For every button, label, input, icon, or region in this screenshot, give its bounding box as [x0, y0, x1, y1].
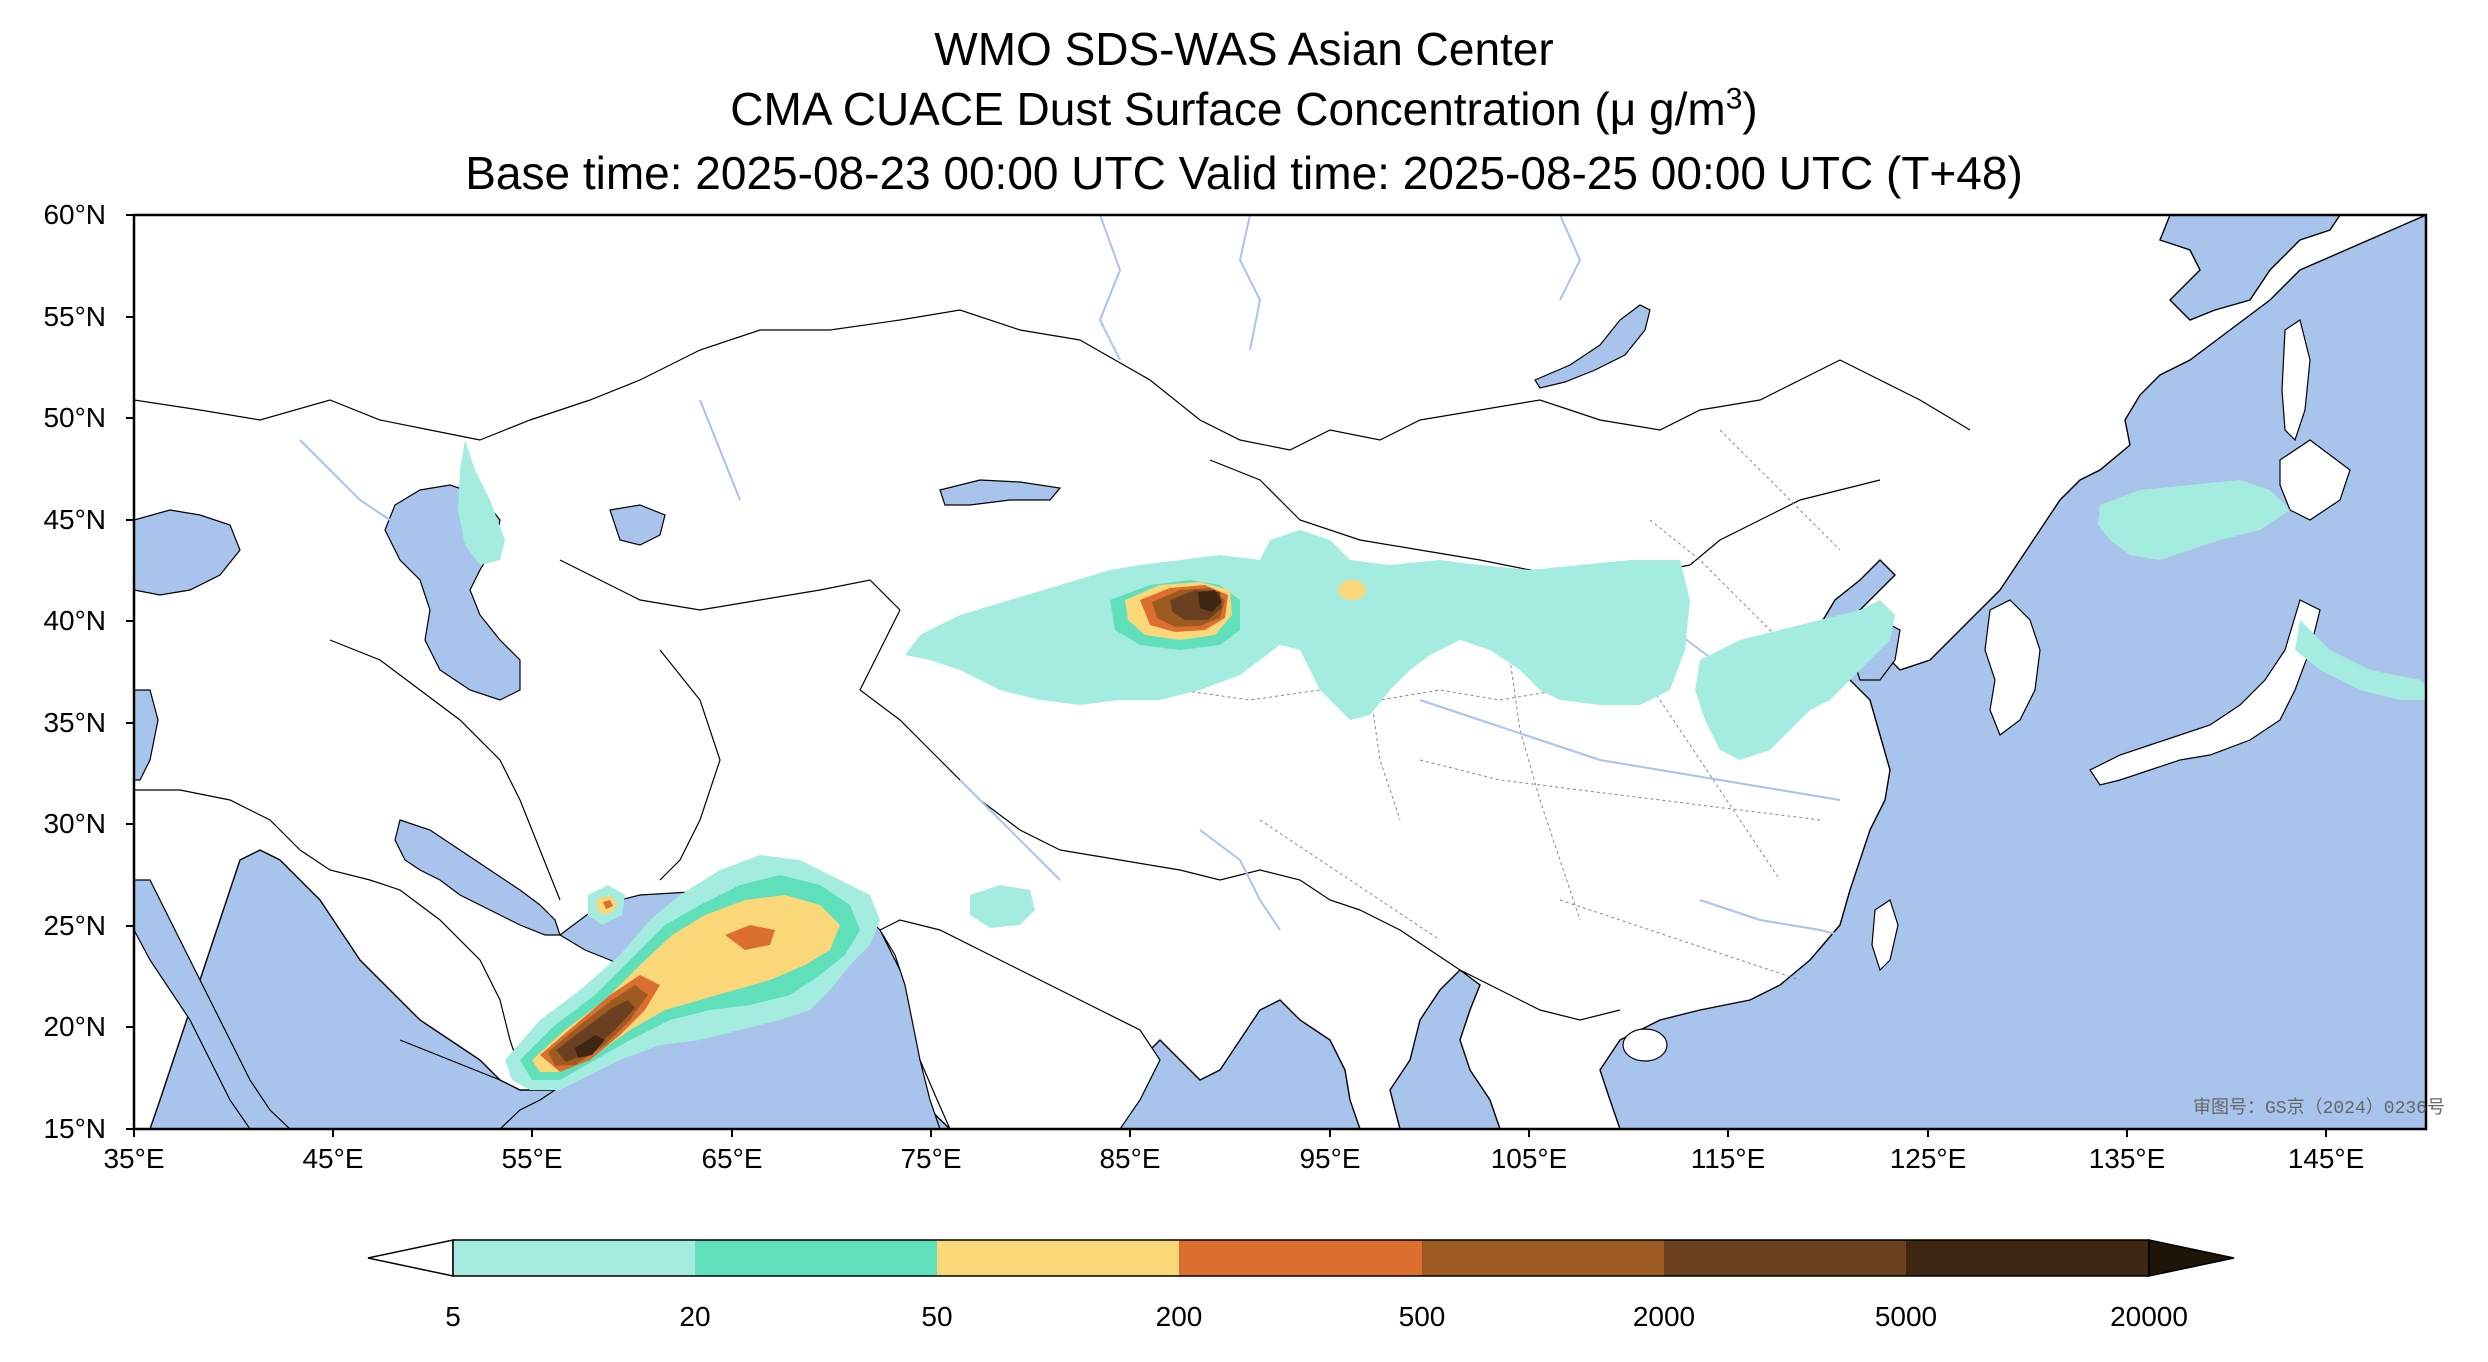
colorbar-bin-200-500: [1179, 1240, 1422, 1276]
dust-level-5-20-caspian: [458, 440, 505, 565]
dust-level-5-20-manchuria: [2098, 480, 2290, 560]
lon-tick-75: 75°E: [900, 1143, 962, 1174]
colorbar: [367, 1239, 2235, 1277]
lon-tick-55: 55°E: [501, 1143, 563, 1174]
lat-tick-15: 15°N: [43, 1113, 106, 1144]
figure-subtitle: CMA CUACE Dust Surface Concentration (μ …: [730, 82, 1758, 135]
dust-level-5-20-pacific: [2295, 620, 2426, 700]
lon-tick-95: 95°E: [1299, 1143, 1361, 1174]
lat-tick-50: 50°N: [43, 402, 106, 433]
sakhalin-island: [2281, 319, 2311, 442]
lon-tick-65: 65°E: [701, 1143, 763, 1174]
indian-subcontinent: [879, 919, 1161, 1129]
lon-tick-85: 85°E: [1099, 1143, 1161, 1174]
dust-level-5-20-small: [970, 885, 1035, 928]
colorbar-label-5: 5: [445, 1301, 461, 1332]
persian-gulf: [394, 819, 561, 936]
lat-tick-25: 25°N: [43, 910, 106, 941]
colorbar-label-50: 50: [921, 1301, 953, 1332]
lake-balkhash: [939, 479, 1062, 506]
aral-sea: [609, 504, 666, 546]
lon-tick-35: 35°E: [103, 1143, 165, 1174]
colorbar-label-5000: 5000: [1874, 1301, 1938, 1332]
map-approval-number: 审图号：GS京（2024）0236号: [2193, 1097, 2445, 1119]
red-sea: [134, 879, 291, 1129]
colorbar-label-2000: 2000: [1632, 1301, 1696, 1332]
lat-tick-60: 60°N: [43, 199, 106, 230]
dust-level-200-500-oman-spot: [603, 900, 613, 909]
lat-tick-55: 55°N: [43, 301, 106, 332]
dust-level-50-200-spot: [1338, 580, 1366, 600]
lon-tick-115: 115°E: [1690, 1143, 1766, 1174]
figure-title: WMO SDS-WAS Asian Center: [934, 23, 1554, 75]
black-sea: [134, 509, 241, 596]
japan-islands: [2089, 599, 2321, 786]
mediterranean-sea: [134, 689, 159, 781]
dust-level-200-500-arabia-east: [725, 925, 775, 950]
colorbar-label-20000: 20000: [2110, 1301, 2188, 1332]
lat-tick-30: 30°N: [43, 808, 106, 839]
map-frame: [132, 213, 2428, 1131]
lon-tick-125: 125°E: [1889, 1143, 1967, 1174]
colorbar-label-200: 200: [1155, 1301, 1203, 1332]
colorbar-bin-2000-5000: [1664, 1240, 1906, 1276]
dust-fields: [458, 440, 2426, 1090]
hokkaido-island: [2279, 439, 2351, 521]
dust-level-5000-20000-tarim: [1198, 590, 1222, 612]
colorbar-bin-5000-20000: [1906, 1240, 2149, 1276]
lake-baikal: [1534, 304, 1651, 389]
lat-tick-20: 20°N: [43, 1011, 106, 1042]
taiwan-island: [1871, 899, 1899, 972]
colorbar-frame: [452, 1239, 2150, 1277]
colorbar-extend-low: [367, 1239, 454, 1277]
dust-level-5-20-northchina: [1695, 600, 1895, 760]
dust-level-5000-20000-arabia: [575, 1035, 605, 1058]
colorbar-label-20: 20: [679, 1301, 711, 1332]
colorbar-extend-high: [2148, 1239, 2235, 1277]
axis-ticks: [126, 214, 2327, 1137]
colorbar-bin-5-20: [453, 1240, 695, 1276]
lat-tick-45: 45°N: [43, 504, 106, 535]
hainan-island: [1622, 1028, 1668, 1062]
colorbar-label-500: 500: [1398, 1301, 1446, 1332]
dust-level-5-20-north: [905, 530, 1690, 720]
lon-tick-135: 135°E: [2088, 1143, 2166, 1174]
lat-tick-35: 35°N: [43, 707, 106, 738]
dust-level-2000-5000-arabia: [556, 1000, 635, 1062]
lon-tick-105: 105°E: [1490, 1143, 1568, 1174]
figure-time-info: Base time: 2025-08-23 00:00 UTC Valid ti…: [465, 147, 2023, 199]
colorbar-bin-500-2000: [1422, 1240, 1664, 1276]
lat-tick-40: 40°N: [43, 605, 106, 636]
colorbar-bin-50-200: [937, 1240, 1179, 1276]
korean-peninsula: [1984, 599, 2041, 736]
lon-tick-45: 45°E: [302, 1143, 364, 1174]
colorbar-bin-20-50: [695, 1240, 937, 1276]
lon-tick-145: 145°E: [2287, 1143, 2365, 1174]
